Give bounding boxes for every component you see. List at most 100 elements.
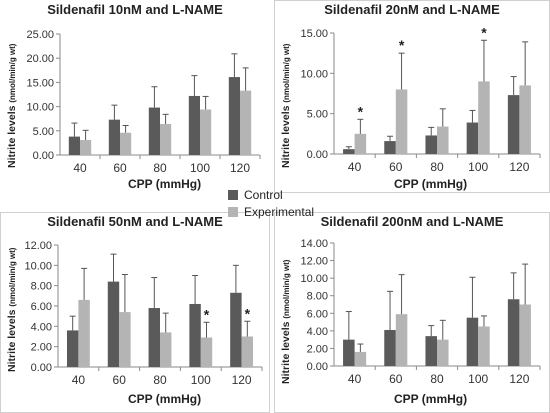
legend-item-experimental: Experimental [228,203,314,220]
bar-experimental [80,139,92,155]
significance-marker: * [245,305,251,321]
y-tick-label: 8.00 [31,281,52,293]
y-tick-label: 5.00 [33,126,54,138]
y-tick-label: 2.00 [307,343,328,355]
y-tick-label: 4.00 [307,326,328,338]
x-axis-label: CPP (mmHg) [394,392,468,406]
y-tick-label: 0.00 [307,361,328,373]
bar-control [425,135,437,154]
bar-experimental [354,133,367,154]
chart-panel-200nm: Sildenafil 200nM and L-NAME Nitrite leve… [274,212,550,413]
y-tick-label: 6.00 [31,301,52,313]
y-tick-label: 0.00 [31,362,52,374]
y-tick-label: 0.00 [33,150,54,162]
y-tick-label: 12.00 [300,256,328,268]
y-tick-label: 6.00 [307,308,328,320]
bar-control [66,330,79,367]
x-tick-label: 60 [389,372,403,386]
legend-swatch-control [228,189,238,200]
bar-control [108,119,120,155]
x-axis-label: CPP (mmHg) [128,177,202,191]
y-tick-label: 10.00 [300,68,328,80]
y-tick-label: 4.00 [31,321,52,333]
bar-experimental [241,336,254,367]
chart-title: Sildenafil 50nM and L-NAME [47,214,223,229]
chart-panel-10nm: Sildenafil 10nM and L-NAME Nitrite level… [0,0,270,193]
x-axis-label: CPP (mmHg) [128,392,202,406]
bar-experimental [160,124,172,155]
y-tick-label: 5.00 [307,109,328,121]
x-tick-label: 80 [153,373,167,387]
significance-marker: * [358,103,364,119]
x-tick-label: 60 [389,160,403,174]
bar-experimental [478,326,490,366]
bar-control [384,329,396,366]
bar-control [189,303,201,367]
bar-experimental [240,90,252,155]
bar-control [188,95,200,155]
bar-experimental [200,337,213,367]
significance-marker: * [481,24,487,40]
x-tick-label: 120 [232,373,252,387]
x-tick-label: 60 [113,373,127,387]
bar-control [68,136,80,155]
bar-plot: 0.00 5.00 10.00 15.00 40 * 60 * 80 100 * 120 [300,24,541,174]
x-tick-label: 100 [190,161,210,175]
chart-title: Sildenafil 10nM and L-NAME [47,2,223,17]
chart-panel-20nm: Sildenafil 20nM and L-NAME Nitrite level… [274,0,550,193]
x-tick-label: 80 [430,160,444,174]
bar-experimental [478,81,490,154]
x-tick-label: 80 [153,161,167,175]
bar-experimental [437,126,449,154]
x-tick-label: 100 [468,372,488,386]
bar-control [466,122,479,154]
x-tick-label: 40 [348,372,362,386]
bar-experimental [160,332,172,367]
bar-plot: 0.00 2.00 4.00 6.00 8.00 10.00 12.00 40 60 80 100 *… [24,240,263,387]
x-tick-label: 100 [468,160,488,174]
bar-control [343,149,355,154]
significance-marker: * [399,37,405,53]
x-tick-label: 40 [73,161,87,175]
bar-experimental [119,312,131,367]
legend: Control Experimental [228,186,314,220]
y-tick-label: 8.00 [307,291,328,303]
bar-experimental [120,132,132,155]
legend-label-experimental: Experimental [244,204,315,219]
bar-control [107,281,120,367]
bar-experimental [519,85,531,154]
bar-control [507,299,520,366]
y-tick-label: 2.00 [31,342,52,354]
bar-experimental [78,299,90,367]
bar-control [148,107,160,155]
x-tick-label: 80 [430,372,444,386]
legend-item-control: Control [228,186,314,203]
legend-swatch-experimental [228,206,238,217]
bar-plot: 0.00 2.00 4.00 6.00 8.00 10.00 12.00 14.00 40 60 8… [300,238,541,386]
y-tick-label: 25.00 [26,29,54,41]
x-tick-label: 120 [509,160,529,174]
y-tick-label: 15.00 [300,28,328,40]
bar-experimental [395,89,408,154]
bar-plot: 0.00 5.00 10.00 15.00 20.00 25.00 40 60 80 100 120 [26,29,261,175]
y-tick-label: 20.00 [26,53,54,65]
legend-label-control: Control [244,187,283,202]
x-tick-label: 60 [113,161,127,175]
x-tick-label: 120 [230,161,250,175]
y-tick-label: 0.00 [307,149,328,161]
y-tick-label: 10.00 [26,102,54,114]
significance-marker: * [204,306,210,322]
bar-experimental [519,304,531,366]
chart-title: Sildenafil 20nM and L-NAME [324,2,500,17]
x-tick-label: 40 [348,160,362,174]
x-tick-label: 120 [509,372,529,386]
y-tick-label: 14.00 [300,238,328,250]
bar-control [466,317,479,366]
bar-control [148,308,160,367]
y-tick-label: 12.00 [24,240,52,252]
y-tick-label: 15.00 [26,77,54,89]
bar-experimental [395,314,408,366]
bar-control [507,95,520,154]
bar-experimental [200,109,212,155]
